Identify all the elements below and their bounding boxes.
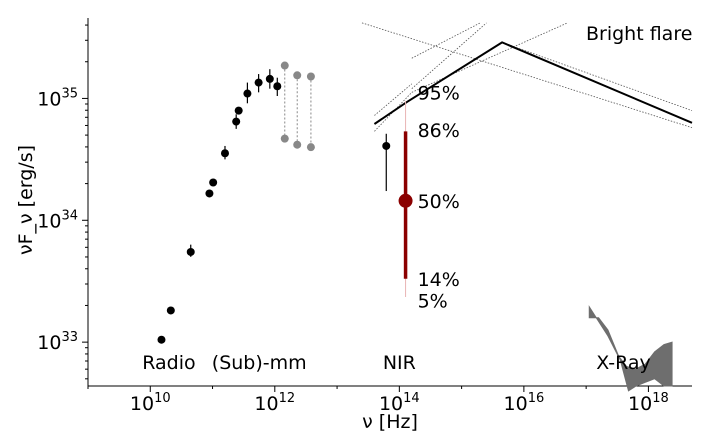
data-point (157, 335, 166, 344)
flux-distribution-group: 95% 86% 50% 14%5% (398, 82, 460, 313)
x-tick-label: 1016 (504, 391, 545, 415)
flare-dotted-line (411, 22, 568, 93)
annotation-group: Radio (Sub)-mm NIR X-Ray (142, 352, 651, 374)
x-tick-label: 1018 (628, 391, 669, 415)
percentile-label: 5% (418, 291, 448, 313)
region-label: (Sub)-mm (212, 352, 307, 374)
y-tick-label: 1035 (37, 86, 78, 110)
data-point (273, 82, 282, 91)
percentile-label: 95% (418, 82, 460, 104)
data-point (243, 89, 252, 98)
flare-line (373, 41, 693, 125)
data-point (254, 78, 263, 87)
xray-band-group (588, 305, 673, 392)
y-tick-label: 1033 (37, 330, 78, 354)
percentile-label: 14% (418, 269, 460, 291)
range-low-point (306, 143, 315, 152)
flare-dotted-line (361, 22, 693, 129)
bright-flare-group (361, 22, 693, 132)
data-point (166, 306, 175, 315)
xray-band (588, 305, 673, 392)
region-label: Radio (142, 352, 195, 374)
x-tick-label: 1014 (379, 391, 420, 415)
y-axis-label: νF_ν [erg/s] (15, 145, 37, 255)
data-point (232, 117, 241, 126)
flare-dotted-line (374, 83, 413, 116)
flare-dotted-line (411, 22, 481, 59)
y-axis-ticks: 1033 1034 1035 (37, 24, 88, 380)
x-axis-label: ν [Hz] (362, 411, 418, 433)
data-point (265, 74, 274, 83)
plot-axes (87, 18, 692, 387)
data-series-group (157, 61, 391, 344)
x-tick-label: 1012 (254, 391, 295, 415)
range-high-point (293, 71, 302, 80)
flare-dotted-line (501, 41, 693, 111)
range-low-point (280, 134, 289, 143)
bright-flare-label: Bright flare (586, 23, 692, 45)
percentile-label: 50% (418, 191, 460, 213)
data-point (234, 106, 243, 115)
region-label: X-Ray (596, 352, 651, 374)
range-high-point (306, 72, 315, 81)
data-point (382, 141, 391, 150)
range-high-point (280, 61, 289, 70)
y-tick-label: 1034 (37, 208, 78, 232)
region-label: NIR (383, 352, 416, 374)
data-point (209, 178, 218, 187)
dist-median-point (398, 193, 413, 208)
flare-dotted-line (411, 22, 487, 89)
x-tick-label: 1010 (130, 391, 171, 415)
data-point (186, 247, 195, 256)
percentile-label: 86% (418, 120, 460, 142)
data-point (220, 149, 229, 158)
data-point (205, 189, 214, 198)
range-low-point (293, 140, 302, 149)
x-axis-ticks: 1010 1012 1014 1016 1018 (87, 386, 669, 415)
